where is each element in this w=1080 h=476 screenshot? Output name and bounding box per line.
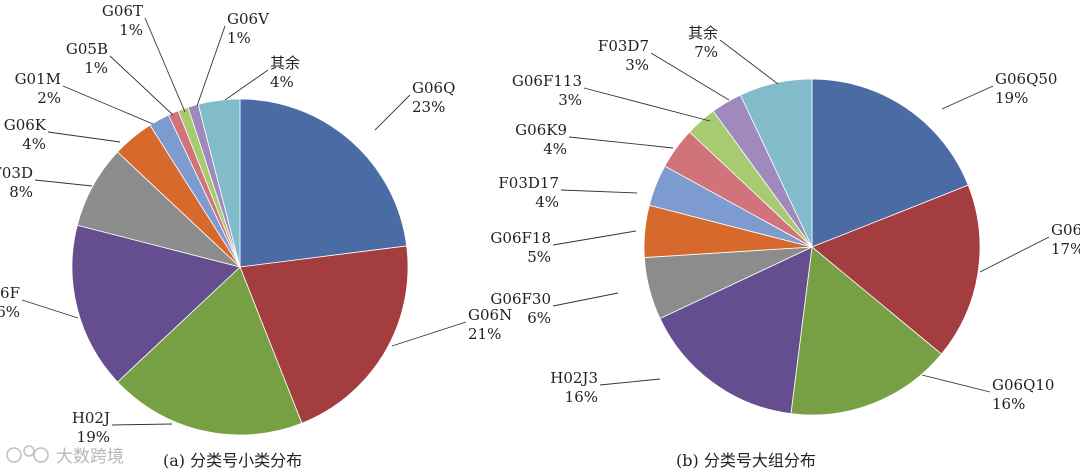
chart-b-leader-6 xyxy=(560,189,638,194)
chart-b-leader-3 xyxy=(599,378,661,386)
chart-a-leader-1 xyxy=(391,321,467,347)
chart-b-label-name-8: G06F113 xyxy=(512,72,582,90)
chart-b-label-name-10: 其余 xyxy=(688,24,718,42)
chart-b-label-percent-6: 4% xyxy=(535,193,559,211)
chart-a-leader-6 xyxy=(62,85,154,125)
chart-b-slice-1 xyxy=(811,184,981,355)
chart-b-label-percent-7: 4% xyxy=(543,140,567,158)
chart-a-label-percent-1: 21% xyxy=(468,325,501,343)
chart-a-caption: (a) 分类号小类分布 xyxy=(163,451,302,470)
chart-b-label-percent-4: 6% xyxy=(527,309,551,327)
chart-a-slice-2 xyxy=(116,266,303,436)
chart-a-label-name-8: G06T xyxy=(102,2,143,20)
chart-a-leader-2 xyxy=(111,423,173,426)
chart-b-label-percent-10: 7% xyxy=(694,43,718,61)
chart-b-caption: (b) 分类号大组分布 xyxy=(676,451,816,470)
chart-b-label-percent-1: 17% xyxy=(1051,240,1080,258)
chart-b-slice-0 xyxy=(811,78,969,248)
chart-a-label-name-7: G05B xyxy=(66,40,108,58)
chart-b-leader-8 xyxy=(583,87,711,122)
chart-a-label-percent-5: 4% xyxy=(22,135,46,153)
chart-a-leader-9 xyxy=(196,25,226,107)
chart-b-leader-1 xyxy=(979,236,1050,273)
chart-b-label-name-4: G06F30 xyxy=(490,290,551,308)
chart-b-label-percent-8: 3% xyxy=(558,91,582,109)
chart-b-leader-4 xyxy=(552,292,619,307)
chart-b-label-name-6: F03D17 xyxy=(498,174,559,192)
chart-b-slice-2 xyxy=(790,246,943,416)
chart-b-label-percent-3: 16% xyxy=(565,388,598,406)
watermark: 大数跨境 xyxy=(6,445,124,467)
chart-a-label-percent-9: 1% xyxy=(227,29,251,47)
chart-b-label-name-9: F03D7 xyxy=(598,37,649,55)
chart-a-label-percent-4: 8% xyxy=(9,183,33,201)
chart-a-label-percent-6: 2% xyxy=(37,89,61,107)
chart-a-label-percent-3: 16% xyxy=(0,303,20,321)
chart-a-label-name-0: G06Q xyxy=(412,79,455,97)
chart-a-label-percent-2: 19% xyxy=(77,428,110,446)
chart-a-label-name-4: F03D xyxy=(0,164,33,182)
chart-a-label-name-3: G06F xyxy=(0,284,20,302)
chart-a-label-percent-7: 1% xyxy=(84,59,108,77)
chart-b-leader-0 xyxy=(941,85,994,110)
chart-a-leader-8 xyxy=(144,17,186,113)
chart-b-pie: G06Q5019%G06N317%G06Q1016%H02J316%G06F30… xyxy=(490,24,1080,416)
chart-a-label-percent-0: 23% xyxy=(412,98,445,116)
chart-a-slice-10 xyxy=(197,98,241,268)
chart-a-slice-3 xyxy=(71,224,241,383)
chart-a-slice-1 xyxy=(239,245,409,424)
chart-b-leader-7 xyxy=(568,136,674,149)
chart-b-label-name-5: G06F18 xyxy=(490,229,551,247)
chart-b-label-percent-0: 19% xyxy=(995,89,1028,107)
chart-a-label-name-6: G01M xyxy=(15,70,61,88)
watermark-text: 大数跨境 xyxy=(56,447,124,467)
chart-b-leader-10 xyxy=(719,39,779,85)
chart-a-leader-4 xyxy=(34,179,93,187)
chart-a-slice-0 xyxy=(239,98,408,268)
chart-b-label-name-7: G06K9 xyxy=(515,121,567,139)
chart-a-label-name-1: G06N xyxy=(468,306,512,324)
chart-a-label-name-9: G06V xyxy=(227,10,270,28)
chart-b-label-name-3: H02J3 xyxy=(550,369,598,387)
chart-b-label-percent-2: 16% xyxy=(992,395,1025,413)
chart-b-leader-9 xyxy=(650,52,730,101)
chart-b-label-name-1: G06N3 xyxy=(1051,221,1080,239)
chart-b-leader-5 xyxy=(552,230,637,246)
chart-b-label-percent-9: 3% xyxy=(625,56,649,74)
chart-b-slice-10 xyxy=(739,78,813,248)
chart-a-label-percent-10: 4% xyxy=(270,73,294,91)
chart-b-label-name-0: G06Q50 xyxy=(995,70,1057,88)
chart-a-leader-7 xyxy=(109,55,174,116)
chart-a-label-name-5: G06K xyxy=(4,116,47,134)
chart-a-leader-0 xyxy=(374,94,411,131)
chart-b-slice-3 xyxy=(659,246,813,415)
chart-a-leader-5 xyxy=(47,131,121,143)
chart-b-label-percent-5: 5% xyxy=(527,248,551,266)
chart-a-leader-3 xyxy=(21,299,79,319)
chart-b-label-name-2: G06Q10 xyxy=(992,376,1054,394)
chart-a-pie: G06Q23%G06N21%H02J19%G06F16%F03D8%G06K4%… xyxy=(0,2,512,446)
watermark-logo-icon xyxy=(6,445,49,463)
chart-a-label-percent-8: 1% xyxy=(119,21,143,39)
chart-a-leader-10 xyxy=(224,69,269,101)
chart-b-leader-2 xyxy=(921,374,991,393)
chart-a-label-name-2: H02J xyxy=(72,409,110,427)
chart-a-label-name-10: 其余 xyxy=(270,54,300,72)
